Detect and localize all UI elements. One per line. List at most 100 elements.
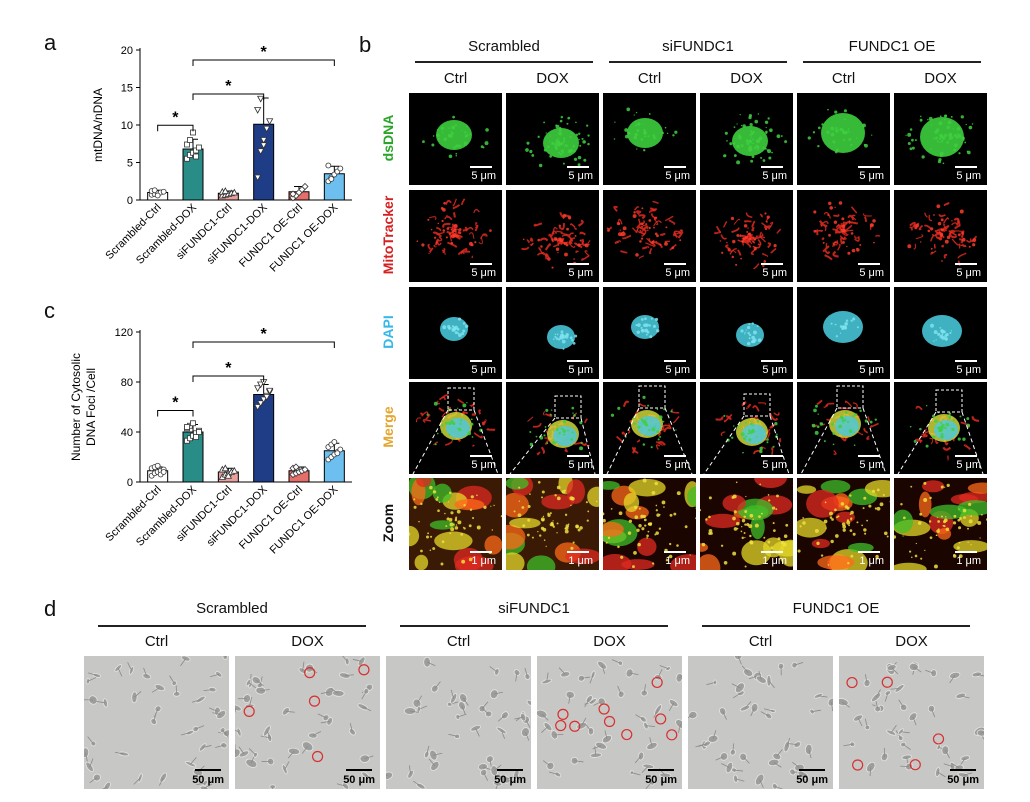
zoom-speck (902, 516, 906, 520)
zoom-speck (438, 501, 441, 504)
mito-speck (961, 232, 964, 235)
cell-process (256, 679, 264, 686)
data-point (154, 192, 161, 199)
cell-process (931, 708, 936, 718)
micrograph-image (606, 200, 684, 259)
cell (765, 712, 773, 720)
mito-speck (933, 214, 935, 216)
dsdna-speck (724, 131, 728, 135)
cell-process (515, 774, 522, 783)
zoom-speck (531, 536, 534, 539)
zoom-speck (744, 510, 748, 513)
dsdna-speck (752, 142, 754, 145)
zoom-speck (900, 503, 903, 506)
mito-strand (930, 234, 938, 242)
mito-strand (468, 232, 475, 239)
dsdna-speck (653, 136, 656, 139)
zoom-speck (917, 521, 922, 525)
merge-speck (846, 421, 850, 424)
zoom-speck (633, 505, 638, 510)
mito-strand (640, 225, 648, 230)
scale-bar (664, 166, 686, 168)
mito-speck (743, 224, 748, 228)
marked-cell-circle (304, 667, 316, 679)
dsdna-speck (944, 118, 946, 121)
zoom-speck (814, 528, 819, 533)
mito-strand (821, 237, 825, 241)
dapi-speck (748, 323, 751, 326)
zoom-speck (632, 565, 635, 569)
mito-strand (569, 223, 576, 228)
zoom-speck (587, 510, 590, 513)
mito-speck (551, 266, 554, 269)
dsdna-speck (847, 129, 850, 132)
scale-bar (195, 769, 221, 771)
cell-process (963, 772, 973, 776)
cell-process (737, 656, 742, 665)
merge-speck (640, 418, 644, 421)
cell-process (409, 710, 419, 713)
mito-speck (443, 201, 446, 205)
zoom-speck (736, 527, 739, 530)
mito-speck (584, 243, 589, 248)
zoom-speck (638, 507, 641, 510)
mito-strand (649, 248, 653, 255)
cell-process (317, 713, 327, 719)
zoom-speck (540, 517, 545, 522)
cell-process (284, 761, 290, 770)
cell (733, 774, 739, 783)
micrograph-tile: 5 μm (797, 190, 890, 282)
mito-strand (824, 254, 833, 261)
zoom-speck (849, 513, 852, 515)
cell-process (951, 762, 960, 769)
dsdna-speck (909, 147, 913, 151)
micrograph-tile: 5 μm (797, 287, 890, 379)
zoom-speck (564, 513, 568, 516)
zoom-speck (840, 502, 845, 506)
mito-speck (813, 210, 817, 214)
mito-speck (522, 238, 525, 241)
mito-strand (551, 230, 558, 237)
dsdna-speck (640, 138, 644, 141)
mito-strand (542, 251, 550, 259)
merge-mito (852, 402, 858, 410)
mito-strand (842, 221, 848, 227)
merge-mito (441, 411, 447, 418)
zoom-speck (846, 506, 850, 510)
scale-bar-label: 5 μm (859, 364, 884, 376)
cell-process (864, 674, 868, 684)
condition-header: Ctrl (637, 70, 662, 87)
dsdna-speck (642, 123, 644, 125)
condition-header: DOX (924, 70, 957, 87)
zoom-speck (749, 540, 754, 545)
group-header: FUNDC1 OE (848, 38, 936, 55)
x-tick-label: FUNDC1 OE-Ctrl (237, 202, 305, 270)
cell-process (501, 730, 506, 740)
zoom-speck (695, 517, 696, 520)
cell-process (594, 746, 597, 756)
mito-strand (837, 223, 845, 228)
zoom-speck (735, 521, 740, 526)
zoom-patch (454, 555, 494, 570)
dapi-speck (940, 329, 944, 332)
mito-speck (452, 233, 457, 238)
dsdna-speck (558, 128, 562, 132)
zoom-speck (676, 544, 679, 547)
dapi-speck (744, 331, 746, 333)
cell-process (786, 737, 791, 747)
merge-speck (641, 419, 646, 424)
micrograph-image (703, 393, 790, 474)
dsdna-speck (566, 122, 569, 125)
micrograph-tile: 5 μm (700, 93, 793, 185)
mito-speck (574, 235, 577, 237)
scale-bar-label: 5 μm (762, 364, 787, 376)
mito-speck (764, 212, 767, 215)
dsdna-speck (627, 131, 631, 135)
micrograph-image (547, 325, 578, 350)
merge-speck (670, 410, 673, 413)
dsdna-speck (756, 139, 761, 144)
zoom-speck (409, 532, 411, 536)
merge-speck (913, 439, 917, 443)
scale-bar-label: 5 μm (471, 459, 496, 471)
merge-speck (742, 451, 744, 454)
